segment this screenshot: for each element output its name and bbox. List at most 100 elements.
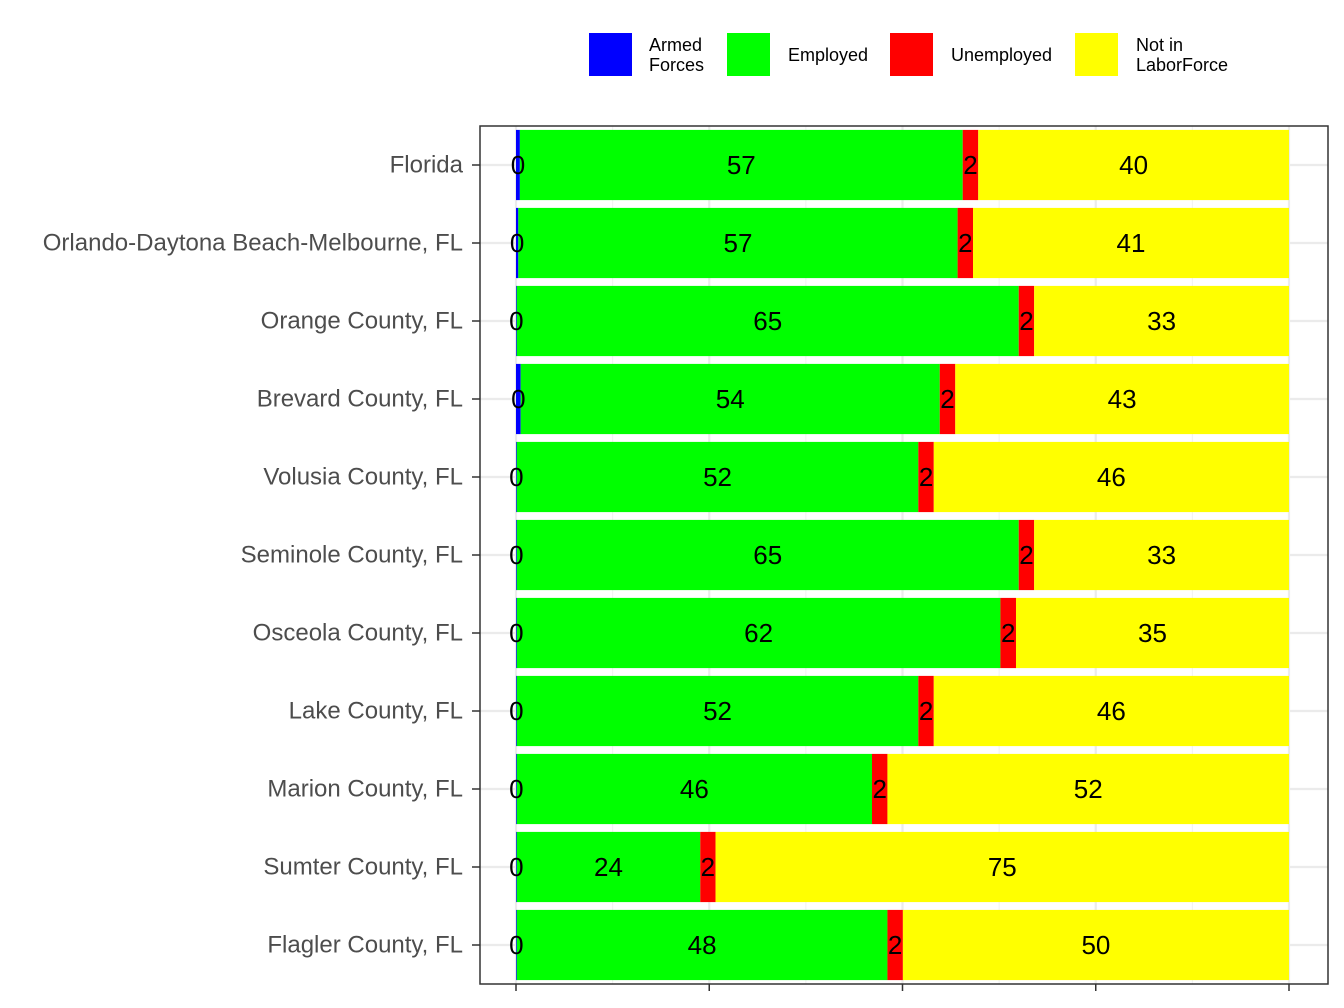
bar-segment bbox=[918, 441, 934, 513]
bar-value-label: 48 bbox=[688, 930, 717, 960]
bar-segment bbox=[933, 441, 1289, 513]
bar-segment bbox=[1034, 285, 1289, 357]
bar-value-label: 57 bbox=[723, 228, 752, 258]
bar-value-label: 65 bbox=[753, 540, 782, 570]
category-label: Flagler County, FL bbox=[267, 932, 463, 959]
bar-value-label: 2 bbox=[940, 384, 954, 414]
bar-segment bbox=[973, 207, 1289, 279]
bar-segment bbox=[957, 207, 974, 279]
bar-labels: 0 57 2 400 57 2 410 65 2 330 54 2 430 52 2 460 65 2 330 62 2… bbox=[509, 150, 1176, 960]
bar-value-label: 0 bbox=[509, 930, 523, 960]
bar-segment bbox=[939, 363, 956, 435]
bar-value-label: 0 bbox=[509, 774, 523, 804]
bar-segment bbox=[516, 285, 517, 357]
bar-segment bbox=[887, 909, 903, 981]
bar-value-label: 50 bbox=[1081, 930, 1110, 960]
bar-segment bbox=[516, 129, 520, 201]
bar-value-label: 52 bbox=[703, 462, 732, 492]
legend-label: Armed bbox=[649, 35, 702, 55]
legend-key bbox=[589, 33, 632, 76]
bar-segment bbox=[516, 597, 517, 669]
bar-segment bbox=[516, 675, 919, 747]
category-labels: Florida Orlando-Daytona Beach-Melbourne, … bbox=[43, 152, 464, 959]
bar-segment bbox=[978, 129, 1289, 201]
bar-value-label: 46 bbox=[1097, 462, 1126, 492]
bar-value-label: 0 bbox=[509, 540, 523, 570]
bar-segment bbox=[516, 285, 1019, 357]
bar-value-label: 2 bbox=[888, 930, 902, 960]
bar-value-label: 46 bbox=[680, 774, 709, 804]
bar-value-label: 2 bbox=[1019, 540, 1033, 570]
bar-value-label: 43 bbox=[1108, 384, 1137, 414]
legend-label: Not in bbox=[1136, 35, 1183, 55]
bar-segment bbox=[516, 753, 517, 825]
category-label: Marion County, FL bbox=[267, 776, 463, 803]
category-label: Florida bbox=[390, 152, 464, 179]
bar-segment bbox=[516, 207, 519, 279]
bar-value-label: 2 bbox=[963, 150, 977, 180]
bar-segment bbox=[962, 129, 979, 201]
bar-segment bbox=[902, 909, 1289, 981]
legend-key bbox=[727, 33, 770, 76]
category-label: Seminole County, FL bbox=[241, 542, 463, 569]
bar-segment bbox=[871, 753, 888, 825]
bar-value-label: 2 bbox=[919, 696, 933, 726]
bar-segment bbox=[518, 207, 958, 279]
bar-segment bbox=[1018, 285, 1035, 357]
category-label: Osceola County, FL bbox=[253, 620, 463, 647]
bar-segment bbox=[1034, 519, 1289, 591]
legend-label: Employed bbox=[788, 45, 868, 65]
bar-segment bbox=[516, 675, 517, 747]
category-label: Orlando-Daytona Beach-Melbourne, FL bbox=[43, 230, 463, 257]
bar-segment bbox=[715, 831, 1289, 903]
bar-segment bbox=[516, 597, 1001, 669]
bar-value-label: 2 bbox=[1001, 618, 1015, 648]
bar-value-label: 2 bbox=[919, 462, 933, 492]
category-label: Lake County, FL bbox=[289, 698, 463, 725]
bar-value-label: 2 bbox=[1019, 306, 1033, 336]
bar-value-label: 54 bbox=[716, 384, 745, 414]
bar-value-label: 52 bbox=[1074, 774, 1103, 804]
bar-value-label: 24 bbox=[594, 852, 623, 882]
category-label: Orange County, FL bbox=[261, 308, 463, 335]
plot-area: 0 57 2 400 57 2 410 65 2 330 54 2 430 52 2 460 65 2 330 62 2… bbox=[43, 125, 1329, 991]
legend-key bbox=[1075, 33, 1118, 76]
bar-segment bbox=[516, 519, 1019, 591]
bar-segment bbox=[955, 363, 1289, 435]
bar-value-label: 2 bbox=[958, 228, 972, 258]
bar-value-label: 0 bbox=[509, 618, 523, 648]
legend-label: Forces bbox=[649, 55, 704, 75]
bar-segment bbox=[516, 831, 701, 903]
bar-segment bbox=[918, 675, 934, 747]
bar-segment bbox=[700, 831, 716, 903]
bar-segment bbox=[516, 441, 919, 513]
bar-value-label: 33 bbox=[1147, 540, 1176, 570]
bar-value-label: 2 bbox=[701, 852, 715, 882]
bar-segment bbox=[516, 441, 517, 513]
legend-label: LaborForce bbox=[1136, 55, 1228, 75]
bar-value-label: 46 bbox=[1097, 696, 1126, 726]
legend-key bbox=[890, 33, 933, 76]
bar-value-label: 52 bbox=[703, 696, 732, 726]
bar-value-label: 0 bbox=[509, 696, 523, 726]
bar-value-label: 0 bbox=[511, 150, 525, 180]
bar-segment bbox=[516, 363, 521, 435]
bar-segment bbox=[887, 753, 1289, 825]
bar-segment bbox=[516, 831, 517, 903]
bar-value-label: 35 bbox=[1138, 618, 1167, 648]
bar-segment bbox=[516, 753, 872, 825]
category-label: Sumter County, FL bbox=[263, 854, 463, 881]
bars bbox=[516, 129, 1289, 981]
bar-value-label: 33 bbox=[1147, 306, 1176, 336]
category-label: Volusia County, FL bbox=[263, 464, 463, 491]
bar-value-label: 0 bbox=[509, 852, 523, 882]
bar-value-label: 2 bbox=[872, 774, 886, 804]
axis-ticks bbox=[472, 164, 1290, 991]
bar-value-label: 62 bbox=[744, 618, 773, 648]
bar-value-label: 65 bbox=[753, 306, 782, 336]
bar-value-label: 0 bbox=[509, 306, 523, 336]
category-label: Brevard County, FL bbox=[257, 386, 463, 413]
bar-value-label: 0 bbox=[510, 228, 524, 258]
